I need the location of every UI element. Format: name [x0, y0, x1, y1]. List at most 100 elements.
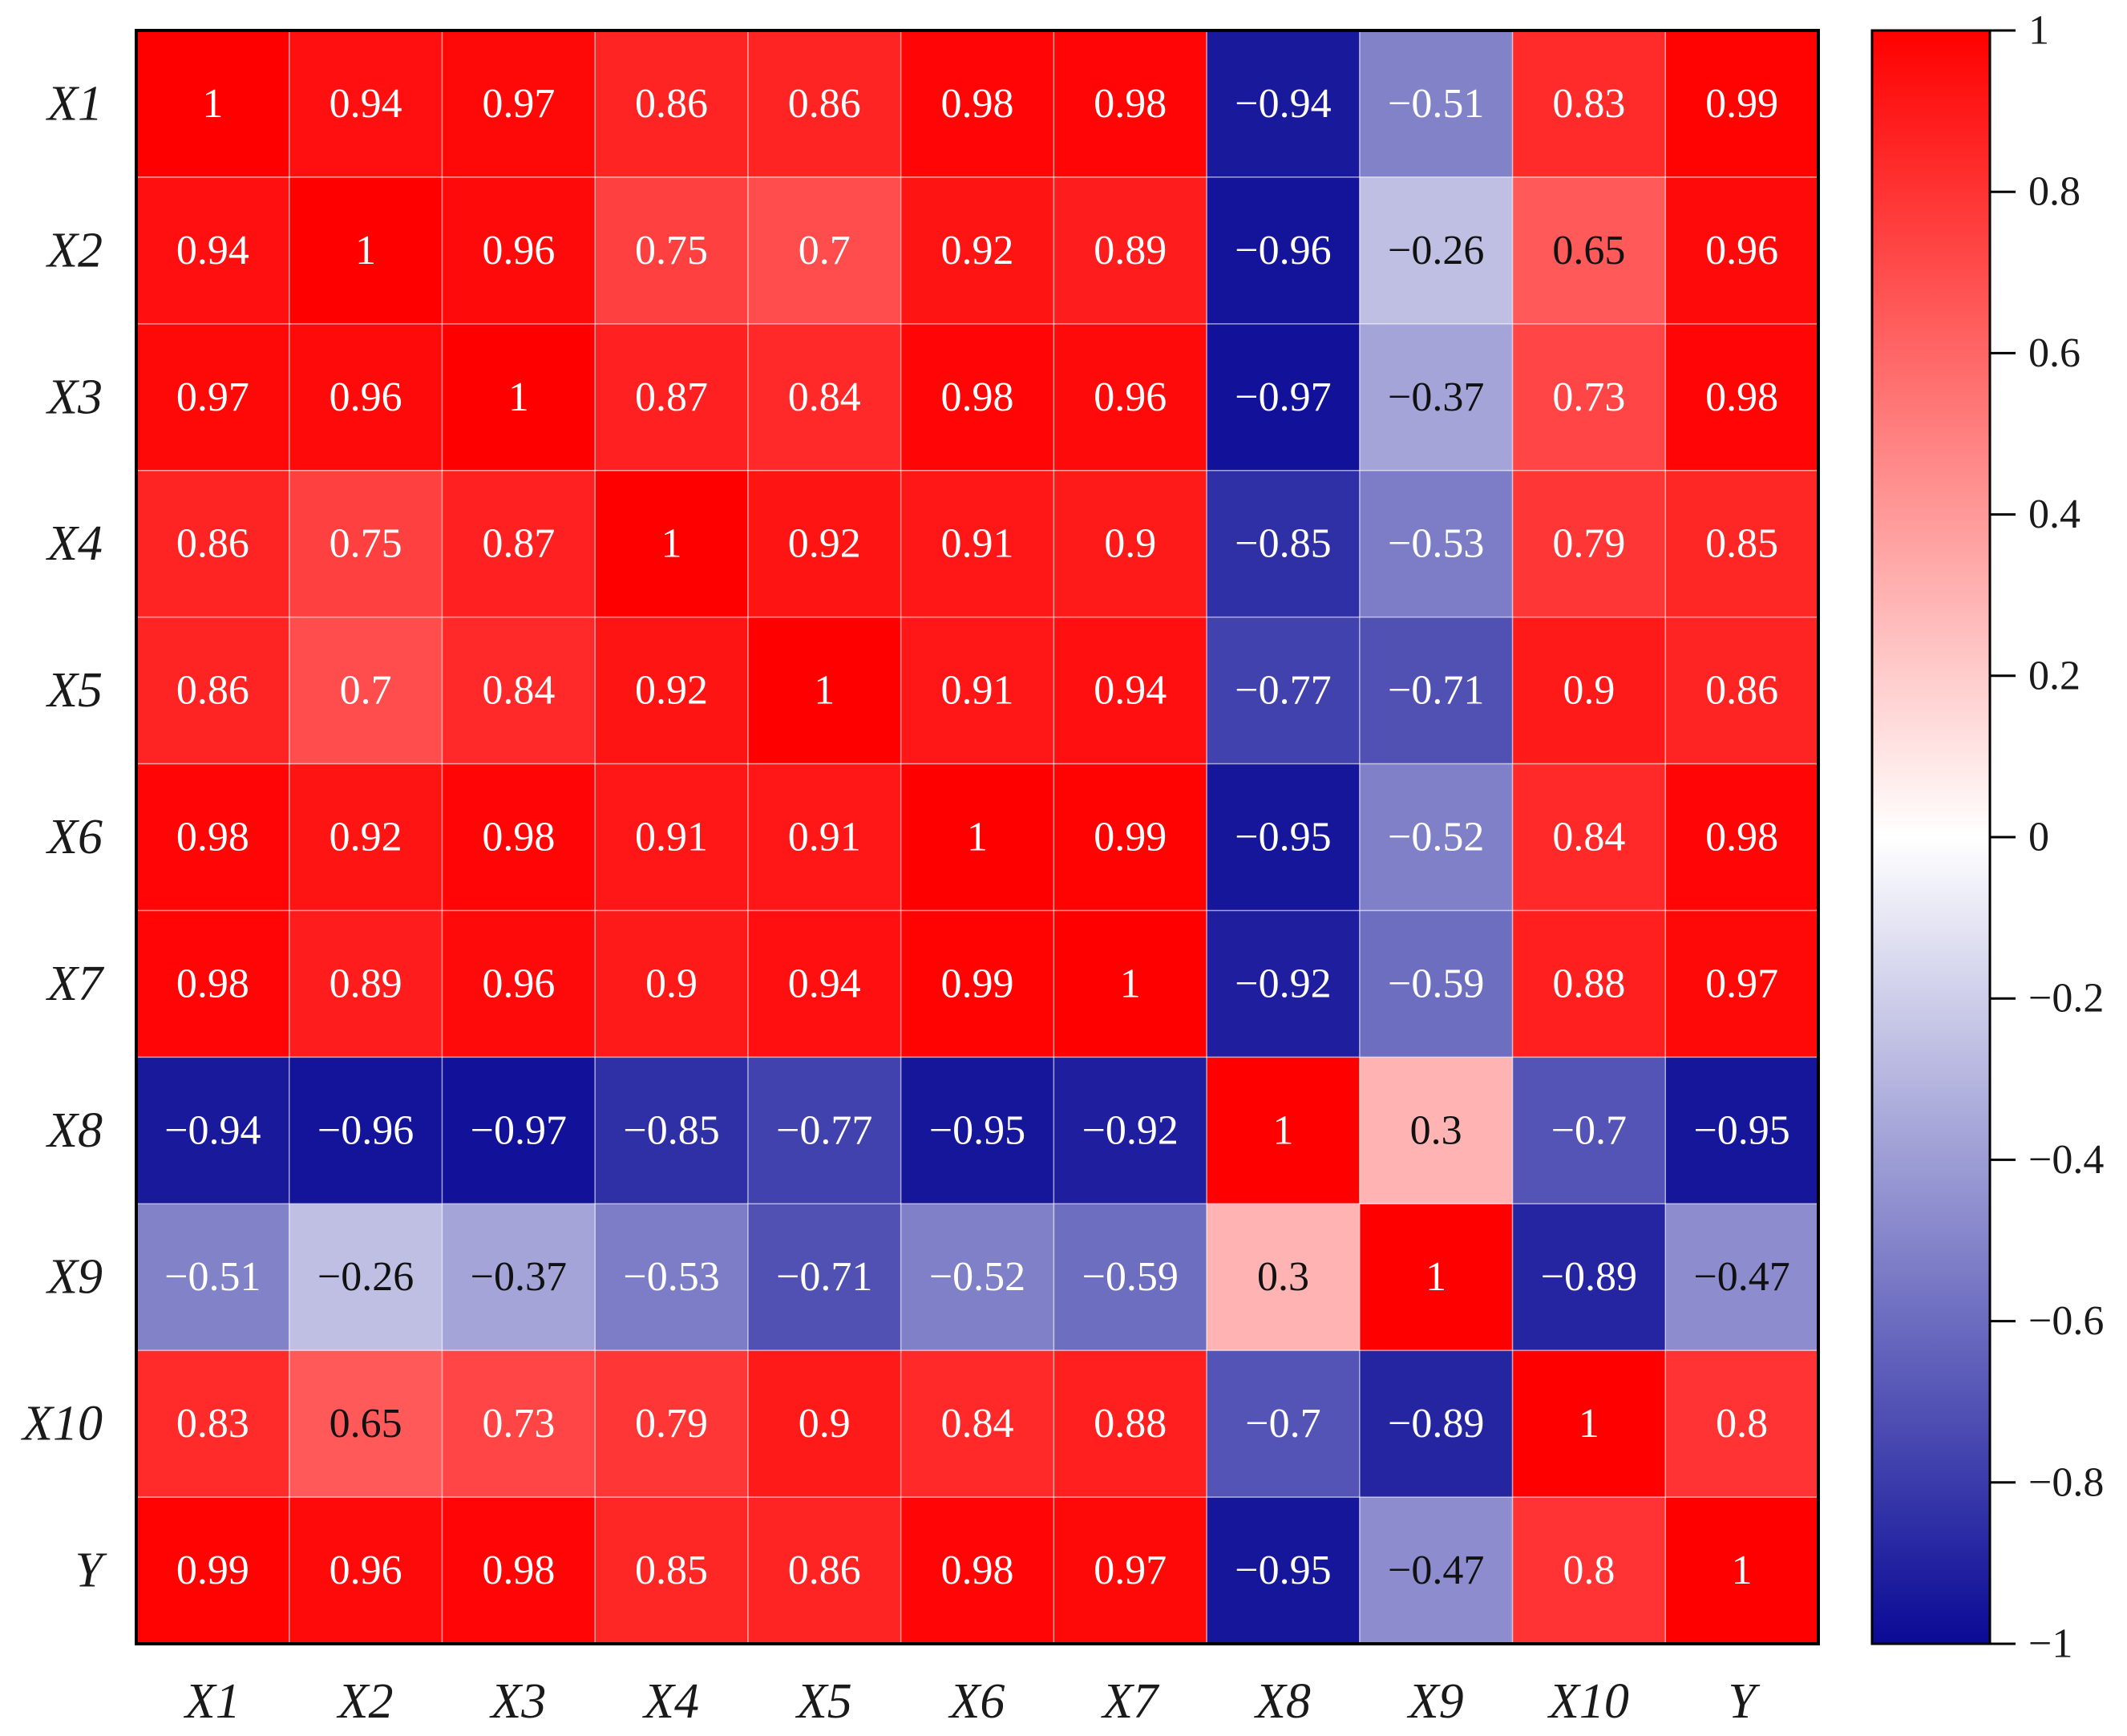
heatmap-cell-X3-X7: [1053, 323, 1207, 471]
heatmap-cell-X2-X4: [595, 176, 749, 325]
heatmap-cell-X5-X9: [1359, 617, 1514, 765]
heatmap-cell-X9-X8: [1207, 1204, 1361, 1351]
heatmap-cells: [136, 30, 1819, 1645]
heatmap-cell-Y-X6: [900, 1497, 1054, 1645]
heatmap-value-X7-X6: 0.99: [941, 961, 1014, 1006]
heatmap-value-X1-X2: 0.94: [330, 81, 402, 127]
heatmap-value-X5-X7: 0.94: [1094, 668, 1167, 714]
row-label-X4: X4: [45, 516, 103, 571]
heatmap-cell-X1-X7: [1053, 30, 1207, 178]
heatmap-cell-X8-X5: [747, 1057, 902, 1204]
heatmap-value-X7-X3: 0.96: [482, 961, 555, 1006]
heatmap-cell-X6-X2: [289, 763, 443, 911]
heatmap-value-X9-X1: −0.51: [164, 1254, 261, 1300]
heatmap-cell-X4-X3: [442, 470, 596, 618]
colorbar-tick-label: −0.2: [2028, 976, 2104, 1022]
heatmap-cell-Y-X9: [1359, 1497, 1514, 1645]
heatmap-value-X2-X6: 0.92: [941, 228, 1014, 273]
heatmap-value-X9-X4: −0.53: [623, 1254, 719, 1300]
heatmap-value-X7-X2: 0.89: [330, 961, 402, 1006]
heatmap-value-Y-X4: 0.85: [635, 1548, 708, 1593]
heatmap-value-X10-X5: 0.9: [799, 1401, 851, 1447]
heatmap-value-X6-X9: −0.52: [1388, 815, 1484, 860]
heatmap-value-X3-X6: 0.98: [941, 374, 1014, 420]
heatmap-cell-X5-X1: [136, 617, 290, 765]
heatmap-value-Y-X9: −0.47: [1388, 1548, 1484, 1593]
heatmap-cell-X8-X9: [1359, 1057, 1514, 1204]
heatmap-value-X6-X4: 0.91: [635, 815, 708, 860]
heatmap-cell-X1-X4: [595, 30, 749, 178]
heatmap-value-X3-X7: 0.96: [1094, 374, 1167, 420]
heatmap-cell-X6-X9: [1359, 763, 1514, 911]
column-label-X6: X6: [948, 1674, 1005, 1729]
heatmap-value-X6-X2: 0.92: [330, 815, 402, 860]
heatmap-cell-X9-X3: [442, 1204, 596, 1351]
column-label-X9: X9: [1406, 1674, 1464, 1729]
heatmap-value-X7-X8: −0.92: [1235, 961, 1331, 1006]
heatmap-cell-Y-X5: [747, 1497, 902, 1645]
heatmap-cell-X10-X9: [1359, 1350, 1514, 1498]
heatmap-cell-X10-X2: [289, 1350, 443, 1498]
heatmap-value-X7-X7: 1: [1120, 961, 1141, 1006]
heatmap-value-Y-X6: 0.98: [941, 1548, 1014, 1593]
heatmap-value-X2-X1: 0.94: [176, 228, 249, 273]
heatmap-cell-X4-X10: [1512, 470, 1666, 618]
heatmap-value-X3-X10: 0.73: [1552, 374, 1625, 420]
heatmap-cell-X3-X3: [442, 323, 596, 471]
heatmap-value-X9-Y: −0.47: [1693, 1254, 1789, 1300]
heatmap-cell-X6-X7: [1053, 763, 1207, 911]
heatmap-cell-X5-X10: [1512, 617, 1666, 765]
heatmap-value-X3-X8: −0.97: [1235, 374, 1331, 420]
heatmap-value-X5-Y: 0.86: [1705, 668, 1778, 714]
heatmap-value-X7-X9: −0.59: [1388, 961, 1484, 1006]
heatmap-cell-X8-X10: [1512, 1057, 1666, 1204]
heatmap-value-X1-X3: 0.97: [482, 81, 555, 127]
heatmap-cell-X2-X3: [442, 176, 596, 325]
heatmap-cell-X4-X8: [1207, 470, 1361, 618]
heatmap-cell-X2-X9: [1359, 176, 1514, 325]
heatmap-cell-Y-X3: [442, 1497, 596, 1645]
heatmap-cell-X4-X5: [747, 470, 902, 618]
heatmap-value-X7-X1: 0.98: [176, 961, 249, 1006]
heatmap-cell-X7-X3: [442, 910, 596, 1058]
heatmap-value-X5-X6: 0.91: [941, 668, 1014, 714]
colorbar-tick-label: −1: [2028, 1621, 2072, 1667]
heatmap-cell-X4-X2: [289, 470, 443, 618]
heatmap-value-X4-X4: 1: [661, 521, 682, 567]
column-label-Y: Y: [1728, 1674, 1760, 1729]
heatmap-cell-X1-X10: [1512, 30, 1666, 178]
heatmap-value-X10-X4: 0.79: [635, 1401, 708, 1447]
row-label-X2: X2: [45, 223, 103, 277]
heatmap-cell-X4-X1: [136, 470, 290, 618]
heatmap-cell-X7-X10: [1512, 910, 1666, 1058]
heatmap-cell-X3-X9: [1359, 323, 1514, 471]
heatmap-value-X10-X3: 0.73: [482, 1401, 555, 1447]
heatmap-cell-X6-X3: [442, 763, 596, 911]
heatmap-cell-X8-X1: [136, 1057, 290, 1204]
heatmap-value-X8-X5: −0.77: [776, 1107, 872, 1153]
heatmap-cell-X1-X3: [442, 30, 596, 178]
heatmap-cell-X5-X3: [442, 617, 596, 765]
heatmap-value-X10-X2: 0.65: [330, 1401, 402, 1447]
column-label-X5: X5: [795, 1674, 852, 1729]
heatmap-cell-X7-X1: [136, 910, 290, 1058]
heatmap-value-X8-X2: −0.96: [317, 1107, 414, 1153]
heatmap-cell-X6-X6: [900, 763, 1054, 911]
heatmap-value-Y-X2: 0.96: [330, 1548, 402, 1593]
heatmap-value-X9-X9: 1: [1425, 1254, 1446, 1300]
heatmap-cell-Y-Y: [1665, 1497, 1819, 1645]
heatmap-value-X1-X9: −0.51: [1388, 81, 1484, 127]
heatmap-value-X4-X8: −0.85: [1235, 521, 1331, 567]
heatmap-value-X6-X10: 0.84: [1552, 815, 1625, 860]
heatmap-cell-X5-X6: [900, 617, 1054, 765]
heatmap-cell-X6-X1: [136, 763, 290, 911]
heatmap-cell-X2-X10: [1512, 176, 1666, 325]
heatmap-cell-X8-Y: [1665, 1057, 1819, 1204]
heatmap-value-X1-X4: 0.86: [635, 81, 708, 127]
heatmap-value-X10-X6: 0.84: [941, 1401, 1014, 1447]
row-label-X1: X1: [45, 76, 103, 131]
heatmap-value-X2-X2: 1: [355, 228, 376, 273]
heatmap-value-X5-X1: 0.86: [176, 668, 249, 714]
heatmap-cell-Y-X8: [1207, 1497, 1361, 1645]
heatmap-value-X10-X7: 0.88: [1094, 1401, 1167, 1447]
